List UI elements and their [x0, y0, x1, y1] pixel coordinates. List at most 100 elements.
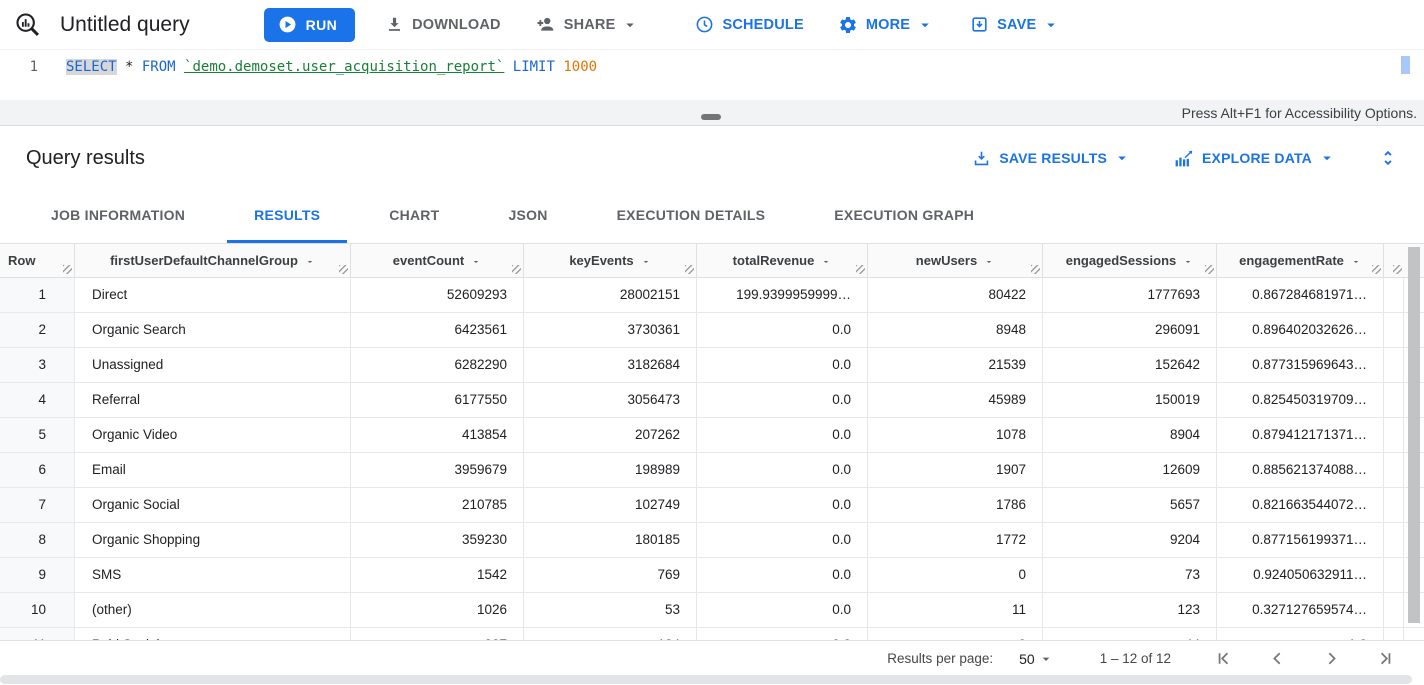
download-icon: [389, 17, 401, 31]
sql-editor[interactable]: 1 SELECT * FROM `demo.demoset.user_acqui…: [0, 50, 1424, 100]
expand-panel-button[interactable]: [1378, 148, 1398, 168]
save-label: SAVE: [997, 16, 1037, 33]
table-cell-newUsers: 45989: [868, 383, 1043, 417]
column-header-row[interactable]: Row: [0, 244, 75, 277]
table-cell-keyEvents: 769: [524, 558, 697, 592]
table-cell-eventCount: 210785: [351, 488, 524, 522]
results-table: Row firstUserDefaultChannelGroup eventCoun…: [0, 243, 1424, 640]
table-horizontal-scrollbar[interactable]: [0, 675, 1412, 684]
column-header-engagementRate[interactable]: engagementRate: [1217, 244, 1384, 277]
table-cell-row: 9: [0, 558, 75, 592]
table-cell-totalRevenue: 0.0: [697, 488, 868, 522]
column-resize-grip[interactable]: [63, 265, 72, 274]
table-cell-filler: [1384, 558, 1404, 592]
sql-code: SELECT * FROM `demo.demoset.user_acquisi…: [66, 57, 597, 77]
column-header-keyEvents[interactable]: keyEvents: [524, 244, 697, 277]
table-cell-filler: [1384, 418, 1404, 452]
table-cell-row: 10: [0, 593, 75, 627]
explore-data-button[interactable]: EXPLORE DATA: [1173, 148, 1336, 169]
pagination-footer: Results per page: 50 1 – 12 of 12: [0, 640, 1424, 676]
sql-line: 1 SELECT * FROM `demo.demoset.user_acqui…: [0, 50, 1424, 77]
column-resize-grip[interactable]: [1031, 265, 1040, 274]
table-cell-keyEvents: 53: [524, 593, 697, 627]
column-header-eventCount[interactable]: eventCount: [351, 244, 524, 277]
last-page-button[interactable]: [1375, 648, 1396, 669]
accessibility-hint: Press Alt+F1 for Accessibility Options.: [1181, 104, 1417, 121]
column-header-firstUserDefaultChannelGroup[interactable]: firstUserDefaultChannelGroup: [75, 244, 351, 277]
page-size-select[interactable]: 50: [1019, 651, 1054, 667]
previous-page-button[interactable]: [1267, 648, 1288, 669]
first-page-button[interactable]: [1213, 648, 1234, 669]
tab-execution-graph[interactable]: EXECUTION GRAPH: [834, 207, 975, 223]
query-title: Untitled query: [60, 12, 190, 36]
column-header-totalRevenue[interactable]: totalRevenue: [697, 244, 868, 277]
chart-icon: [1175, 150, 1193, 166]
tab-results[interactable]: RESULTS: [227, 190, 348, 243]
table-cell-keyEvents: 102749: [524, 488, 697, 522]
table-cell-eventCount: 887: [351, 628, 524, 640]
download-button[interactable]: DOWNLOAD: [385, 15, 501, 34]
table-header-row: Row firstUserDefaultChannelGroup eventCoun…: [0, 243, 1424, 278]
editor-scrollbar-thumb[interactable]: [1401, 56, 1410, 74]
column-resize-grip[interactable]: [512, 265, 521, 274]
table-cell-filler: [1384, 593, 1404, 627]
tab-json[interactable]: JSON: [508, 207, 548, 223]
column-resize-grip[interactable]: [339, 265, 348, 274]
more-button[interactable]: MORE: [838, 15, 934, 35]
table-cell-totalRevenue: 0.0: [697, 313, 868, 347]
schedule-button[interactable]: SCHEDULE: [695, 15, 804, 34]
table-cell-newUsers: 1078: [868, 418, 1043, 452]
play-circle-icon: [279, 16, 295, 33]
table-cell-firstUserDefaultChannelGroup: Organic Search: [75, 313, 351, 347]
table-cell-firstUserDefaultChannelGroup: Organic Video: [75, 418, 351, 452]
table-cell-row: 11: [0, 628, 75, 640]
column-resize-grip[interactable]: [1205, 265, 1214, 274]
save-results-label: SAVE RESULTS: [999, 150, 1107, 166]
accessibility-bar: Press Alt+F1 for Accessibility Options.: [0, 100, 1424, 126]
column-resize-grip[interactable]: [1393, 265, 1402, 274]
table-cell-engagementRate: 0.885621374088…: [1217, 453, 1384, 487]
query-results-header: Query results SAVE RESULTS EXPLORE D: [0, 126, 1424, 190]
table-cell-eventCount: 3959679: [351, 453, 524, 487]
table-row: 10 (other) 1026 53 0.0 11 123 0.327127659574…: [0, 593, 1424, 628]
table-cell-filler: [1384, 488, 1404, 522]
table-cell-totalRevenue: 0.0: [697, 628, 868, 640]
sql-keyword-select: SELECT: [66, 59, 117, 75]
table-cell-row: 8: [0, 523, 75, 557]
table-row: 9 SMS 1542 769 0.0 0 73 0.924050632911…: [0, 558, 1424, 593]
tab-job-information[interactable]: JOB INFORMATION: [51, 207, 186, 223]
tab-execution-details[interactable]: EXECUTION DETAILS: [616, 207, 766, 223]
sql-table-ref-link[interactable]: `demo.demoset.user_acquisition_report`: [184, 59, 505, 75]
table-cell-keyEvents: 134: [524, 628, 697, 640]
table-cell-eventCount: 6282290: [351, 348, 524, 382]
table-cell-keyEvents: 3182684: [524, 348, 697, 382]
table-cell-filler: [1384, 453, 1404, 487]
column-resize-grip[interactable]: [1372, 265, 1381, 274]
share-button[interactable]: SHARE: [535, 14, 640, 35]
table-cell-engagementRate: 0.924050632911…: [1217, 558, 1384, 592]
next-page-button[interactable]: [1321, 648, 1342, 669]
column-resize-grip[interactable]: [685, 265, 694, 274]
query-toolbar: Untitled query RUN DOWNLOAD SHARE: [0, 0, 1424, 50]
table-cell-eventCount: 52609293: [351, 278, 524, 312]
more-label: MORE: [865, 16, 911, 33]
chevron-down-icon: [1042, 657, 1050, 661]
table-cell-engagementRate: 0.821663544072…: [1217, 488, 1384, 522]
table-cell-row: 4: [0, 383, 75, 417]
column-header-newUsers[interactable]: newUsers: [868, 244, 1043, 277]
save-button[interactable]: SAVE: [970, 15, 1060, 34]
table-vertical-scrollbar[interactable]: [1408, 247, 1420, 623]
tab-chart[interactable]: CHART: [389, 207, 440, 223]
table-row: 8 Organic Shopping 359230 180185 0.0 1772 9204…: [0, 523, 1424, 558]
panel-resize-handle[interactable]: [701, 114, 721, 120]
chevron-down-icon: [1047, 23, 1056, 27]
save-results-button[interactable]: SAVE RESULTS: [972, 149, 1131, 168]
run-button[interactable]: RUN: [263, 7, 356, 42]
table-cell-engagementRate: 0.825450319709…: [1217, 383, 1384, 417]
table-cell-engagedSessions: 44: [1043, 628, 1217, 640]
table-cell-engagementRate: 0.879412171371…: [1217, 418, 1384, 452]
line-number: 1: [29, 59, 38, 75]
column-header-engagedSessions[interactable]: engagedSessions: [1043, 244, 1217, 277]
column-resize-grip[interactable]: [856, 265, 865, 274]
person-add-icon: [537, 17, 554, 31]
